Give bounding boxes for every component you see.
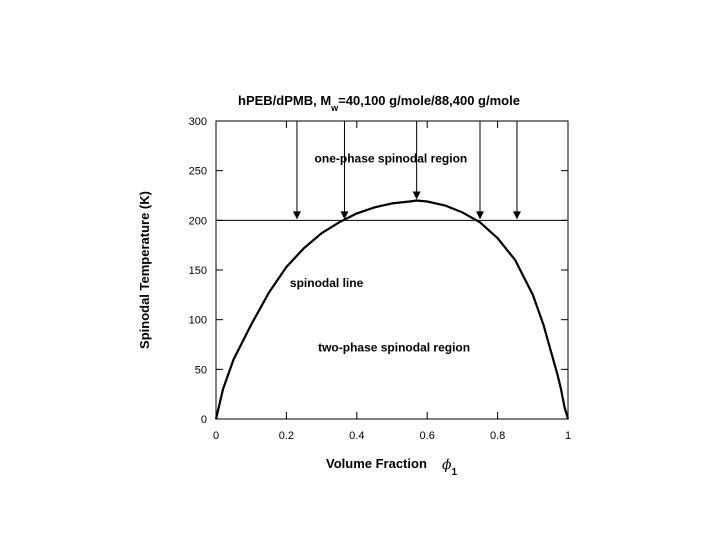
x-tick-label-0: 0 bbox=[213, 430, 219, 442]
arrow-head-3 bbox=[476, 211, 484, 220]
y-tick-label-3: 150 bbox=[189, 265, 207, 277]
series-line-0 bbox=[214, 199, 570, 420]
chart-title-main: hPEB/dPMB, M bbox=[238, 93, 331, 108]
x-axis-label-subscript: 1 bbox=[452, 467, 458, 478]
annotation-0: one-phase spinodal region bbox=[315, 152, 468, 166]
x-tick-label-1: 0.2 bbox=[279, 430, 294, 442]
x-axis-label: Volume Fraction bbox=[326, 456, 427, 471]
x-tick-label-5: 1 bbox=[565, 430, 571, 442]
y-axis-label: Spinodal Temperature (K) bbox=[137, 191, 152, 349]
annotations-group: one-phase spinodal region spinodal line tw… bbox=[290, 152, 470, 355]
x-axis-label-symbol: ϕ1 bbox=[442, 457, 458, 478]
arrow-head-0 bbox=[292, 211, 301, 220]
y-tick-label-4: 200 bbox=[189, 215, 207, 227]
chart-title-subscript: w bbox=[330, 103, 339, 113]
arrow-head-2 bbox=[412, 191, 421, 200]
x-axis-label-phi: ϕ bbox=[442, 457, 452, 473]
y-tick-label-2: 100 bbox=[189, 315, 207, 327]
annotation-1: spinodal line bbox=[290, 276, 364, 290]
x-tick-label-3: 0.6 bbox=[420, 430, 435, 442]
x-tick-label-4: 0.8 bbox=[490, 430, 505, 442]
arrow-head-4 bbox=[512, 211, 521, 220]
y-tick-label-0: 0 bbox=[201, 414, 207, 426]
series-group bbox=[214, 199, 570, 420]
chart-title: hPEB/dPMB, Mw=40,100 g/mole/88,400 g/mol… bbox=[238, 93, 520, 113]
annotation-2: two-phase spinodal region bbox=[318, 340, 470, 354]
y-tick-label-6: 300 bbox=[189, 116, 207, 128]
x-tick-label-2: 0.4 bbox=[349, 430, 364, 442]
x-axis-label-text: Volume Fraction bbox=[326, 456, 427, 471]
arrows-group bbox=[292, 121, 521, 220]
x-axis-ticks: 0 0.2 0.4 0.6 0.8 1 bbox=[213, 121, 571, 442]
arrow-head-1 bbox=[340, 211, 349, 220]
chart-title-rest: =40,100 g/mole/88,400 g/mole bbox=[338, 93, 520, 108]
y-tick-label-5: 250 bbox=[189, 166, 207, 178]
y-axis-ticks: 0 50 100 150 200 250 300 bbox=[189, 116, 568, 426]
y-tick-label-1: 50 bbox=[195, 364, 207, 376]
